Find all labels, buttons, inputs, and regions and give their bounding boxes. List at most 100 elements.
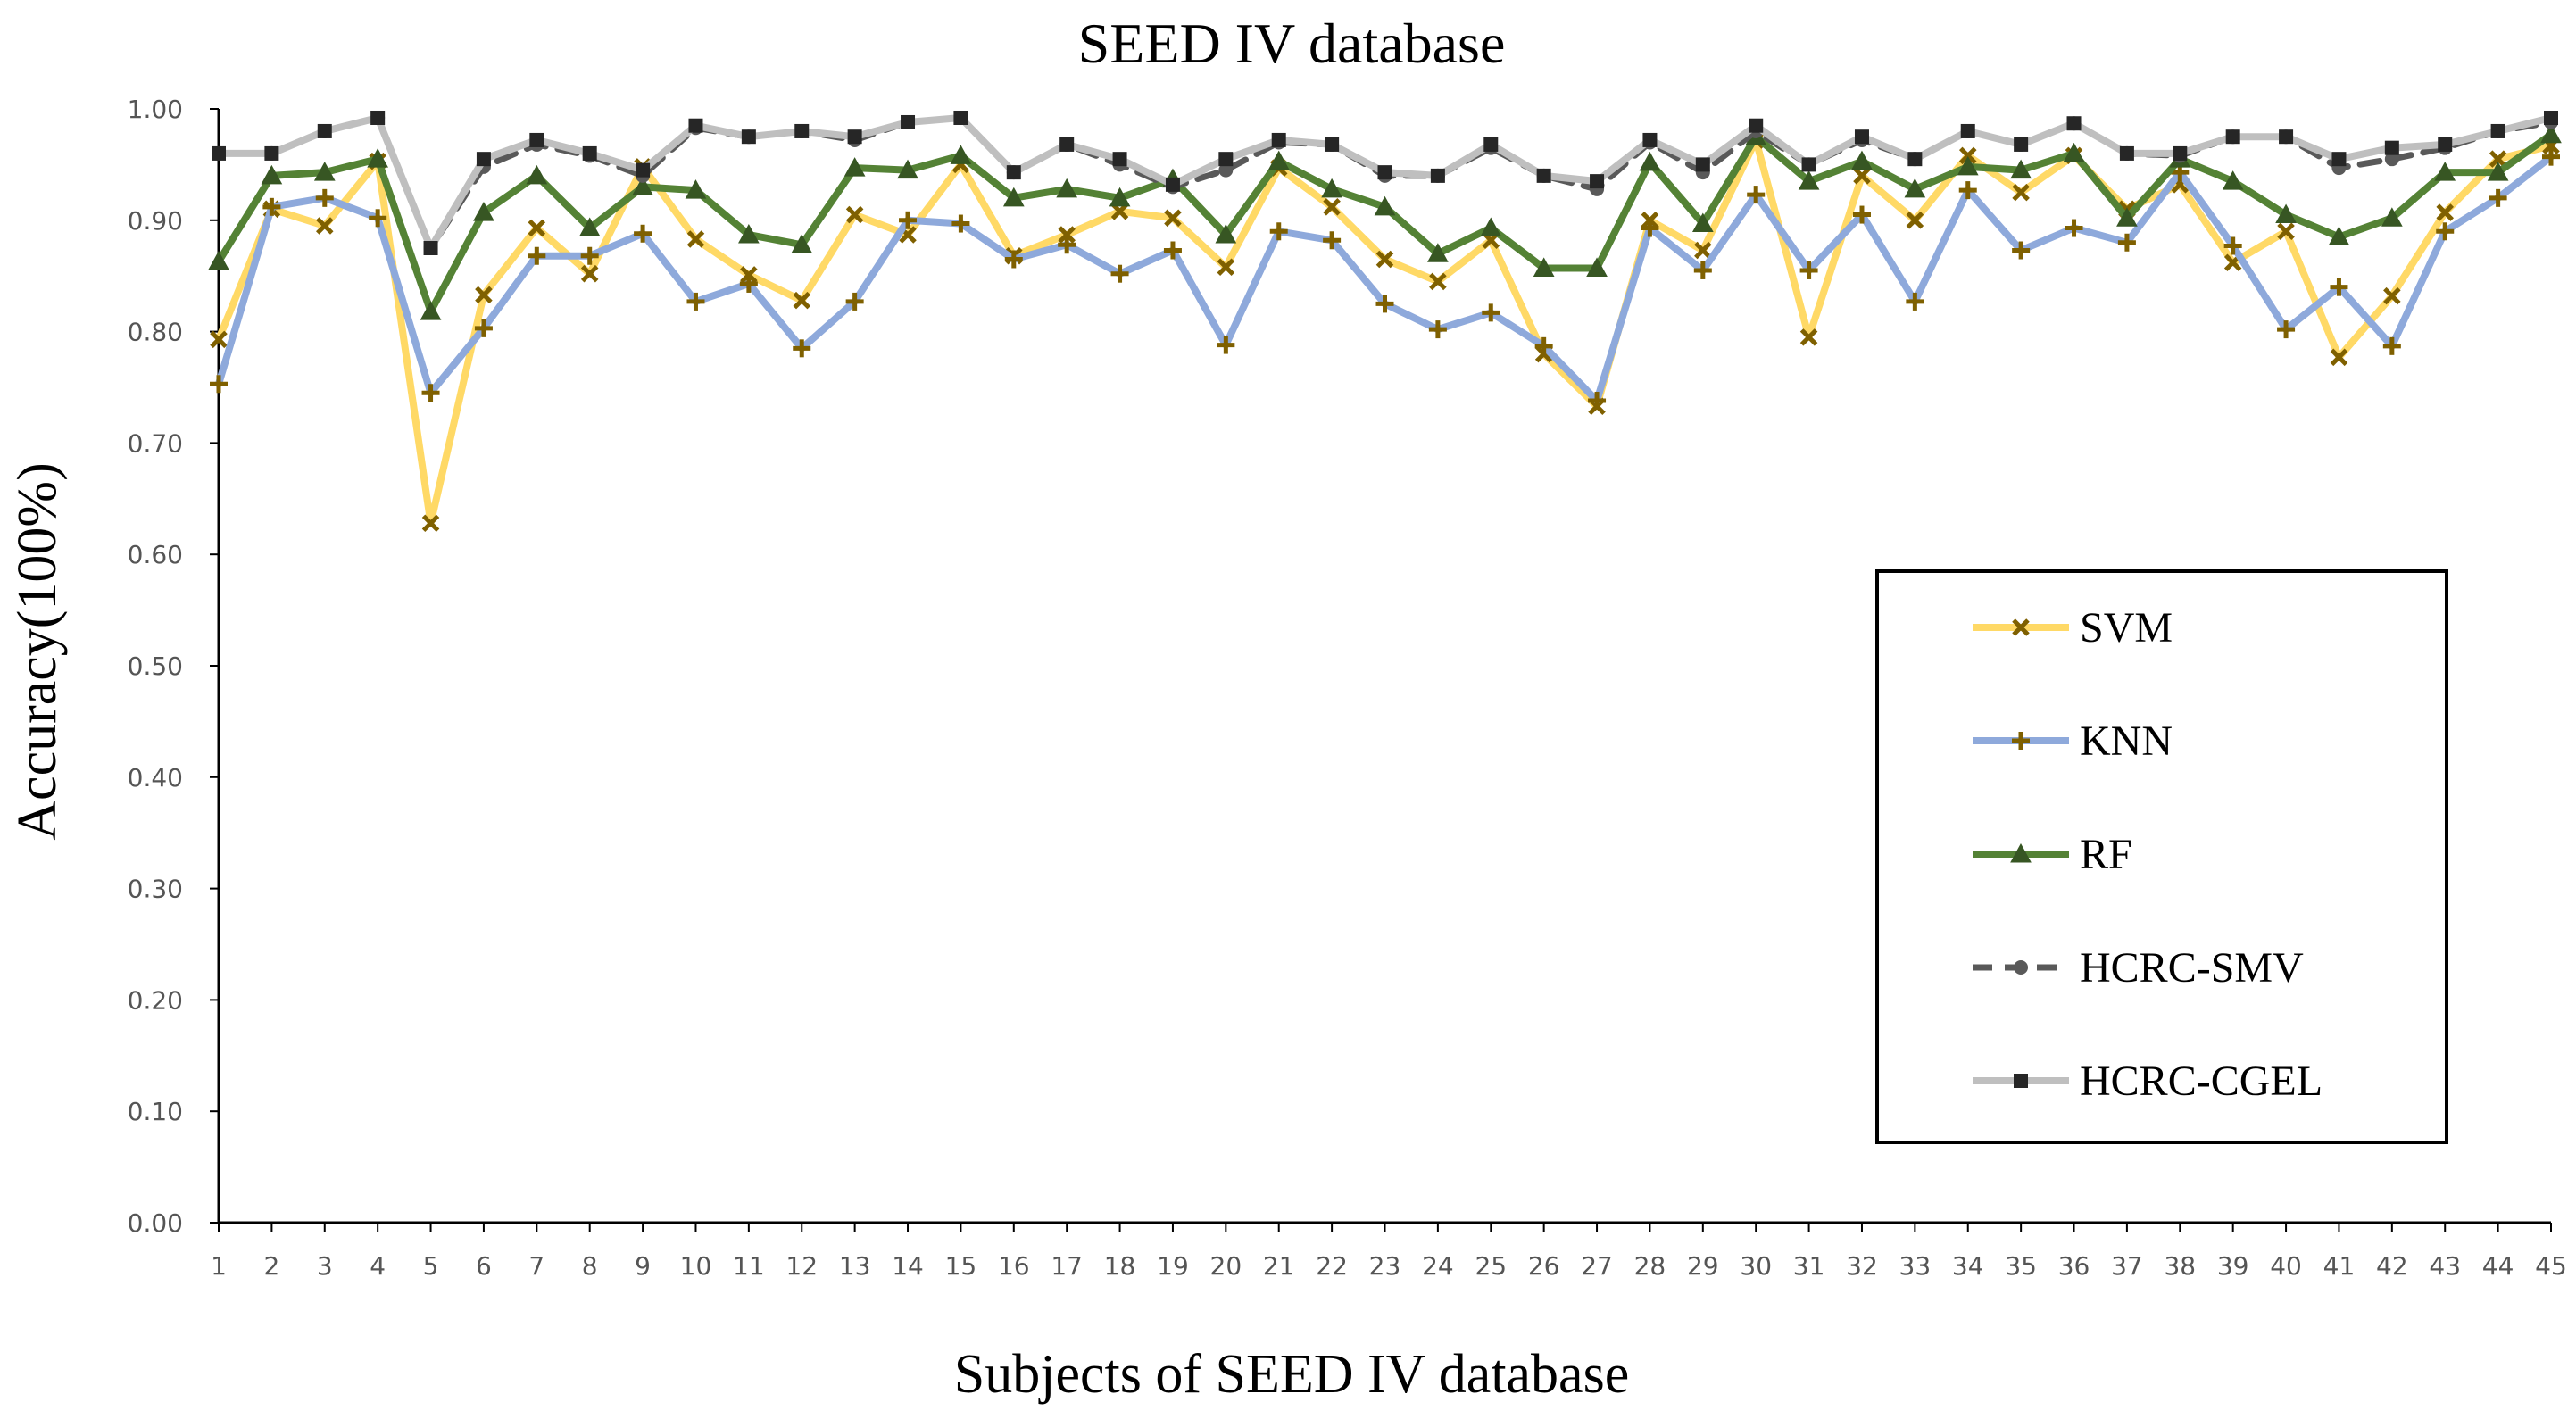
- legend-label: HCRC-SMV: [2080, 944, 2304, 992]
- y-tick-label: 0.70: [128, 428, 183, 458]
- data-point-svm: [210, 330, 228, 349]
- y-tick-label: 0.60: [128, 540, 183, 569]
- data-point-rf: [2275, 203, 2297, 224]
- data-point-svm: [2489, 150, 2507, 168]
- data-point-knn: [2223, 236, 2242, 255]
- data-point-rf: [1533, 257, 1555, 277]
- data-point-hcrc-cgel: [317, 123, 332, 138]
- data-point-hcrc-cgel: [2490, 123, 2505, 138]
- data-point-hcrc-cgel: [2544, 110, 2558, 125]
- data-point-knn: [2330, 278, 2348, 296]
- data-point-hcrc-cgel: [847, 129, 862, 145]
- legend-marker: [2010, 842, 2032, 863]
- data-point-rf: [2540, 123, 2562, 144]
- data-point-rf: [1480, 217, 1502, 237]
- legend-box: [1875, 569, 2448, 1144]
- data-point-knn: [686, 292, 705, 311]
- data-point-hcrc-cgel: [1590, 174, 1605, 189]
- data-point-svm: [316, 217, 334, 235]
- x-tick-label: 2: [263, 1251, 279, 1281]
- data-point-knn: [899, 211, 918, 229]
- x-tick-label: 1: [211, 1251, 227, 1281]
- data-point-rf: [578, 217, 601, 237]
- data-point-svm: [1058, 226, 1076, 244]
- series-svm: [210, 131, 2560, 533]
- data-point-svm: [1323, 198, 1341, 216]
- x-tick-label: 36: [2058, 1251, 2090, 1281]
- data-point-knn: [2277, 320, 2296, 339]
- data-point-hcrc-cgel: [370, 110, 386, 125]
- data-point-rf: [1056, 178, 1078, 198]
- x-tick-label: 44: [2482, 1251, 2514, 1281]
- y-tick-label: 1.00: [128, 95, 183, 124]
- data-point-hcrc-cgel: [264, 145, 279, 161]
- x-tick-label: 18: [1104, 1251, 1136, 1281]
- data-point-hcrc-cgel: [1271, 132, 1286, 147]
- data-point-rf: [2116, 207, 2138, 227]
- data-point-svm: [1958, 146, 1977, 165]
- x-tick-label: 40: [2270, 1251, 2302, 1281]
- legend-item-hcrc-cgel: HCRC-CGEL: [1973, 1058, 2323, 1105]
- data-point-knn: [2542, 147, 2560, 166]
- data-point-knn: [951, 214, 970, 233]
- data-point-svm: [580, 264, 599, 283]
- data-point-hcrc-cgel: [1006, 165, 1021, 180]
- y-tick-label: 0.40: [128, 763, 183, 792]
- data-point-hcrc-cgel: [2438, 137, 2453, 152]
- data-point-rf: [632, 176, 653, 195]
- y-tick-label: 0.30: [128, 875, 183, 904]
- data-point-svm: [1906, 212, 1924, 229]
- data-point-knn: [580, 246, 599, 265]
- x-tick-label: 12: [785, 1251, 818, 1281]
- data-point-knn: [421, 384, 440, 402]
- data-point-svm: [1429, 272, 1447, 291]
- data-point-knn: [845, 292, 864, 311]
- x-tick-label: 26: [1528, 1251, 1560, 1281]
- data-point-knn: [369, 209, 387, 228]
- data-point-rf: [367, 148, 389, 168]
- data-point-rf: [1427, 243, 1449, 262]
- x-tick-label: 42: [2376, 1251, 2408, 1281]
- data-point-knn: [1375, 295, 1394, 313]
- data-point-rf: [2010, 159, 2032, 179]
- data-point-knn: [528, 246, 546, 265]
- y-axis-label: Accuracy(100%): [7, 462, 68, 840]
- data-point-knn: [2065, 219, 2083, 237]
- data-point-rf: [1957, 155, 1979, 176]
- x-tick-label: 35: [2005, 1251, 2037, 1281]
- x-tick-label: 8: [582, 1251, 598, 1281]
- data-point-knn: [1269, 222, 1288, 241]
- data-point-knn: [1163, 241, 1182, 260]
- data-point-knn: [1323, 231, 1342, 250]
- data-point-hcrc-cgel: [1854, 129, 1869, 145]
- data-point-knn: [1799, 261, 1818, 279]
- legend-item-rf: RF: [1973, 831, 2132, 878]
- series-line-hcrc-cgel: [215, 114, 2555, 252]
- data-point-hcrc-cgel: [2331, 152, 2347, 167]
- data-point-hcrc-cgel: [2119, 145, 2134, 161]
- data-point-knn: [739, 274, 758, 293]
- data-point-hcrc-cgel: [1112, 152, 1127, 167]
- data-point-hcrc-cgel: [794, 123, 810, 138]
- data-point-hcrc-cgel: [476, 152, 491, 167]
- data-point-knn: [2117, 233, 2136, 252]
- data-point-svm: [1799, 328, 1818, 346]
- data-point-hcrc-cgel: [212, 145, 226, 161]
- data-point-svm: [1853, 167, 1871, 185]
- chart-title: SEED IV database: [1078, 12, 1506, 75]
- data-point-knn: [634, 224, 652, 243]
- data-point-knn: [1217, 336, 1235, 354]
- data-point-svm: [528, 219, 546, 237]
- legend-marker: [2012, 618, 2030, 636]
- x-tick-label: 16: [998, 1251, 1030, 1281]
- legend-item-hcrc-smv: HCRC-SMV: [1973, 944, 2304, 992]
- legend-label: SVM: [2080, 604, 2173, 651]
- x-tick-label: 37: [2111, 1251, 2143, 1281]
- x-tick-label: 24: [1422, 1251, 1454, 1281]
- data-point-knn: [1482, 303, 1500, 322]
- data-point-knn: [262, 197, 281, 216]
- data-point-rf: [1851, 150, 1873, 170]
- y-tick-label: 0.90: [128, 206, 183, 236]
- data-point-knn: [1004, 250, 1023, 269]
